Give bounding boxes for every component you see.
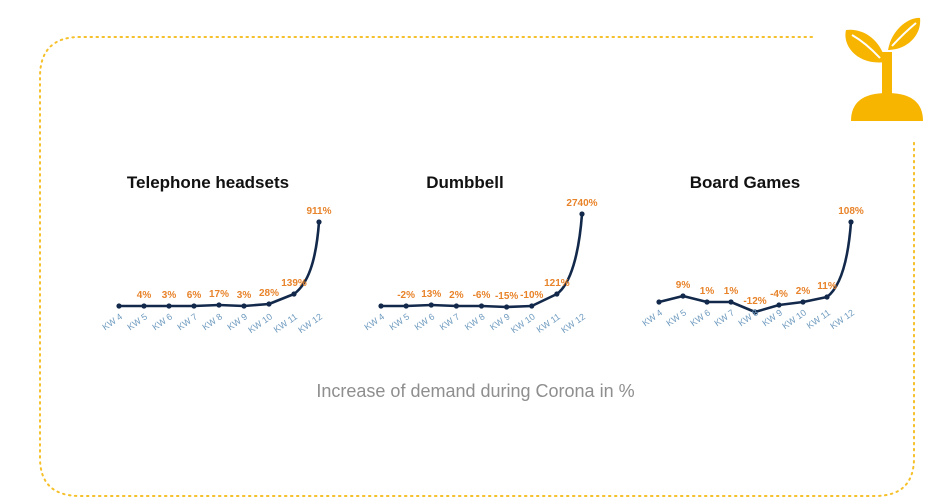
data-point xyxy=(554,291,560,297)
x-tick-label: KW 10 xyxy=(780,307,808,331)
data-label: -4% xyxy=(770,289,788,300)
x-tick-label: KW 8 xyxy=(463,311,487,332)
data-point xyxy=(656,299,662,305)
data-point xyxy=(776,302,782,308)
data-label: 6% xyxy=(187,290,202,301)
data-label: 4% xyxy=(137,290,152,301)
chart-0: Telephone headsets KW 4 4% KW 5 3% KW 6 6% KW 7… xyxy=(100,173,331,335)
x-tick-label: KW 11 xyxy=(272,311,299,334)
data-label: -2% xyxy=(397,290,415,301)
x-tick-label: KW 5 xyxy=(125,311,149,332)
data-point xyxy=(428,302,434,308)
x-tick-label: KW 6 xyxy=(150,311,174,332)
data-label: 3% xyxy=(237,290,252,301)
series-line xyxy=(379,212,584,309)
data-label: 139% xyxy=(281,278,307,289)
data-point xyxy=(291,291,297,297)
data-point xyxy=(478,303,485,309)
x-tick-label: KW 5 xyxy=(388,311,412,332)
data-point xyxy=(824,294,830,300)
data-label: 9% xyxy=(676,280,691,291)
data-point xyxy=(403,303,409,309)
data-point xyxy=(728,299,734,305)
x-tick-label: KW 9 xyxy=(225,311,249,332)
data-point xyxy=(316,219,322,225)
data-label: 911% xyxy=(306,206,331,217)
chart-title: Board Games xyxy=(690,173,801,192)
data-point xyxy=(504,304,510,310)
data-label: -12% xyxy=(743,296,766,307)
data-label: 2740% xyxy=(566,198,597,209)
data-point xyxy=(241,303,247,309)
chart-caption: Increase of demand during Corona in % xyxy=(316,381,635,401)
x-tick-label: KW 10 xyxy=(246,311,274,335)
data-point xyxy=(216,302,222,308)
x-tick-label: KW 9 xyxy=(488,311,512,332)
data-label: -10% xyxy=(520,290,543,301)
x-tick-label: KW 7 xyxy=(175,311,199,332)
x-tick-label: KW 11 xyxy=(805,307,832,330)
x-tick-label: KW 12 xyxy=(296,311,324,335)
data-point xyxy=(141,303,147,309)
x-tick-label: KW 6 xyxy=(413,311,437,332)
x-tick-label: KW 6 xyxy=(688,307,712,328)
data-label: 2% xyxy=(449,290,464,301)
data-point xyxy=(752,309,758,315)
x-tick-label: KW 7 xyxy=(712,307,736,328)
data-label: 1% xyxy=(700,286,715,297)
data-point xyxy=(166,303,172,309)
chart-title: Telephone headsets xyxy=(127,173,289,192)
data-label: 108% xyxy=(838,206,864,217)
data-point xyxy=(191,303,197,309)
data-point xyxy=(116,303,122,309)
x-tick-label: KW 12 xyxy=(828,307,856,331)
data-label: 11% xyxy=(817,281,837,292)
data-point xyxy=(680,293,686,299)
data-label: 3% xyxy=(162,290,177,301)
series-line xyxy=(657,220,853,314)
data-label: 13% xyxy=(421,289,441,300)
data-point xyxy=(579,211,585,217)
data-label: 1% xyxy=(724,286,739,297)
data-label: -15% xyxy=(495,291,518,302)
data-label: -6% xyxy=(473,290,491,301)
data-point xyxy=(848,219,854,225)
data-point xyxy=(529,303,535,309)
data-point xyxy=(266,301,272,307)
data-point xyxy=(800,299,806,305)
data-point xyxy=(453,303,459,309)
x-tick-label: KW 5 xyxy=(664,307,688,328)
dotted-frame xyxy=(39,36,915,497)
x-tick-label: KW 4 xyxy=(100,311,124,332)
x-tick-label: KW 8 xyxy=(200,311,224,332)
x-tick-label: KW 8 xyxy=(736,307,760,328)
data-label: 2% xyxy=(796,286,811,297)
x-tick-label: KW 12 xyxy=(559,311,587,335)
data-label: 17% xyxy=(209,289,229,300)
charts-group: Telephone headsets KW 4 4% KW 5 3% KW 6 6% KW 7… xyxy=(100,173,864,335)
x-tick-label: KW 4 xyxy=(362,311,386,332)
x-tick-label: KW 4 xyxy=(640,307,664,328)
x-tick-label: KW 7 xyxy=(438,311,462,332)
data-point xyxy=(378,303,384,309)
data-point xyxy=(704,299,710,305)
data-label: 28% xyxy=(259,288,279,299)
chart-title: Dumbbell xyxy=(426,173,503,192)
x-tick-label: KW 10 xyxy=(509,311,537,335)
data-label: 121% xyxy=(544,278,570,289)
x-tick-label: KW 11 xyxy=(535,311,562,334)
sprout-icon xyxy=(845,17,923,121)
